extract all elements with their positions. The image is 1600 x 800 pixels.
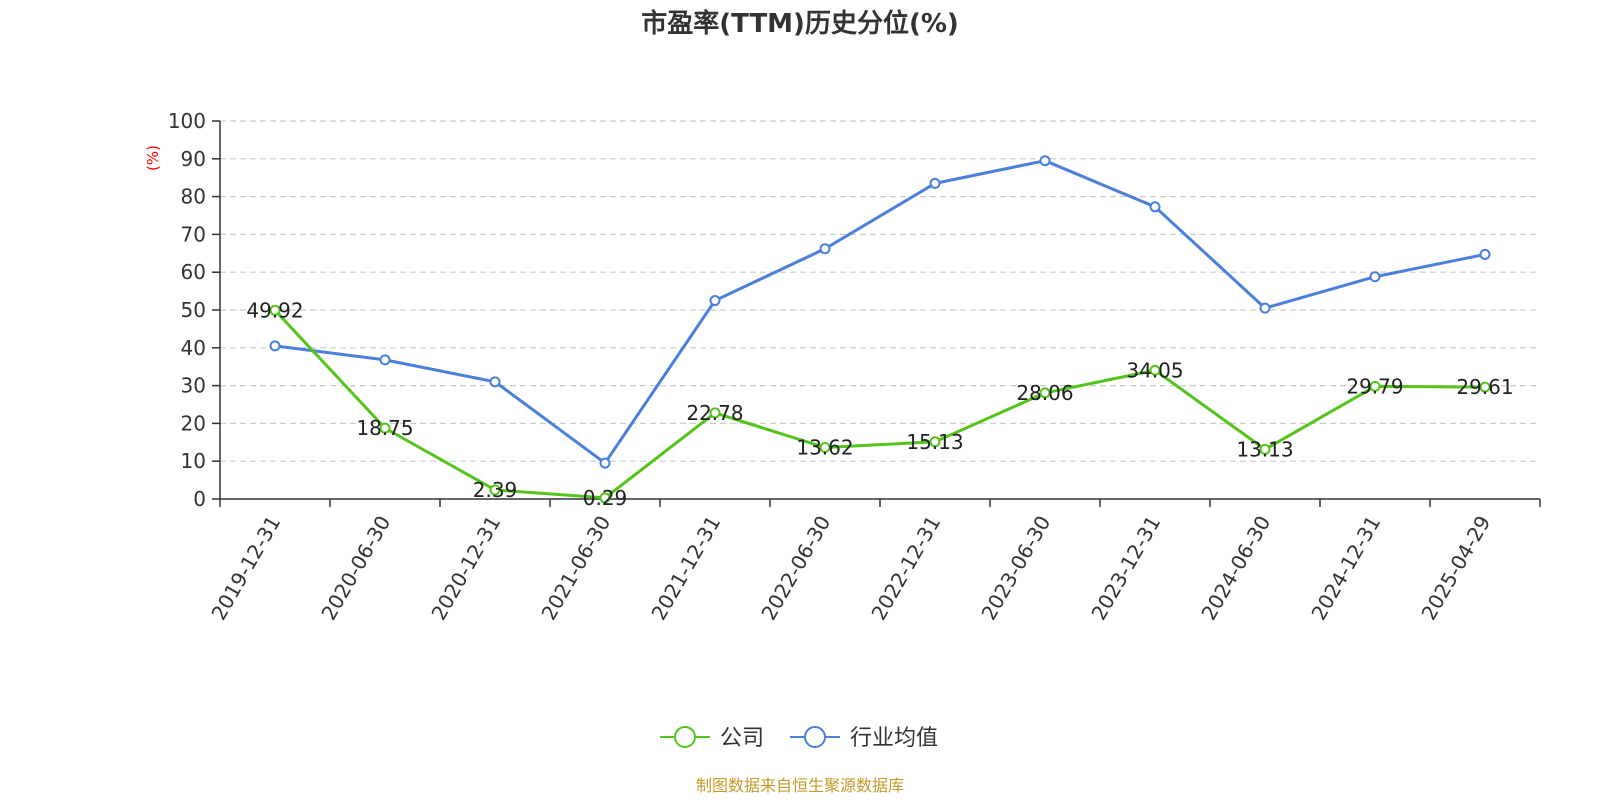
- series-point-1: [269, 340, 281, 352]
- data-label: 34.05: [1126, 358, 1183, 382]
- x-tick-label: 2020-12-31: [426, 512, 505, 625]
- x-tick-label: 2022-06-30: [756, 512, 835, 625]
- data-label: 15.13: [906, 430, 963, 454]
- data-label: 0.29: [583, 486, 628, 510]
- series-point-0: [709, 407, 721, 419]
- x-tick-label: 2021-12-31: [646, 512, 725, 625]
- y-tick-label: 90: [181, 147, 206, 171]
- x-tick-label: 2020-06-30: [316, 512, 395, 625]
- series-point-0: [1039, 387, 1051, 399]
- y-tick-label: 60: [181, 260, 206, 284]
- y-tick-label: 40: [181, 336, 206, 360]
- legend-company-label: 公司: [720, 726, 764, 751]
- series-point-0: [819, 442, 831, 454]
- series-point-1: [819, 243, 831, 255]
- data-labels: 49.92 18.75 2.39 0.29 22.78 13.62 15.13 28.06 34…: [246, 298, 1513, 510]
- data-label: 22.78: [686, 401, 743, 425]
- series-point-1: [1259, 302, 1271, 314]
- series-point-0: [489, 484, 501, 496]
- y-tick-label: 0: [193, 487, 206, 511]
- series-point-0: [1479, 381, 1491, 393]
- chart-title: 市盈率(TTM)历史分位(%): [641, 8, 959, 39]
- y-tick-label: 50: [181, 298, 206, 322]
- y-tick-label: 30: [181, 374, 206, 398]
- series-point-0: [269, 304, 281, 316]
- data-label: 28.06: [1016, 381, 1073, 405]
- series-point-0: [929, 436, 941, 448]
- y-tick-label: 20: [181, 411, 206, 435]
- series-point-0: [1369, 380, 1381, 392]
- x-tick-label: 2023-12-31: [1086, 512, 1165, 625]
- series-lines: [269, 155, 1491, 504]
- x-tick-label: 2023-06-30: [976, 512, 1055, 625]
- series-point-0: [1149, 364, 1161, 376]
- legend: 公司 行业均值: [660, 726, 938, 751]
- data-label: 13.13: [1236, 437, 1293, 461]
- series-point-0: [599, 492, 611, 504]
- series-line-1: [274, 159, 1486, 465]
- series-point-1: [379, 354, 391, 366]
- x-tick-label: 2025-04-29: [1416, 512, 1495, 625]
- data-label: 2.39: [473, 478, 518, 502]
- y-axis-label: (%): [144, 145, 162, 171]
- data-label: 18.75: [356, 416, 413, 440]
- y-tick-label: 80: [181, 185, 206, 209]
- series-point-1: [1039, 155, 1051, 167]
- x-tick-label: 2022-12-31: [866, 512, 945, 625]
- axes: 0 10 20 30 40 50 60 70 80 90 100 2019-12-31 2020-06-…: [168, 109, 1541, 625]
- data-label: 29.79: [1346, 374, 1403, 398]
- series-point-1: [709, 295, 721, 307]
- legend-industry-marker: [804, 726, 826, 748]
- series-point-1: [1149, 201, 1161, 213]
- x-tick-label: 2024-12-31: [1306, 512, 1385, 625]
- series-point-1: [1369, 271, 1381, 283]
- series-line-0: [273, 309, 1486, 500]
- y-tick-label: 100: [168, 109, 206, 133]
- y-tick-label: 10: [181, 449, 206, 473]
- series-point-0: [1259, 443, 1271, 455]
- grid-lines: [220, 120, 1540, 462]
- data-label: 13.62: [796, 436, 853, 460]
- series-point-1: [1479, 248, 1491, 260]
- legend-company-marker: [674, 726, 696, 748]
- x-tick-label: 2019-12-31: [206, 512, 285, 625]
- series-point-1: [489, 376, 501, 388]
- series-point-0: [379, 422, 391, 434]
- data-label: 29.61: [1456, 375, 1513, 399]
- legend-industry-label: 行业均值: [850, 726, 938, 751]
- series-point-1: [599, 457, 611, 469]
- series-point-1: [929, 177, 941, 189]
- y-tick-label: 70: [181, 222, 206, 246]
- x-tick-label: 2021-06-30: [536, 512, 615, 625]
- source-note: 制图数据来自恒生聚源数据库: [696, 776, 904, 795]
- data-label: 49.92: [246, 298, 303, 322]
- x-tick-label: 2024-06-30: [1196, 512, 1275, 625]
